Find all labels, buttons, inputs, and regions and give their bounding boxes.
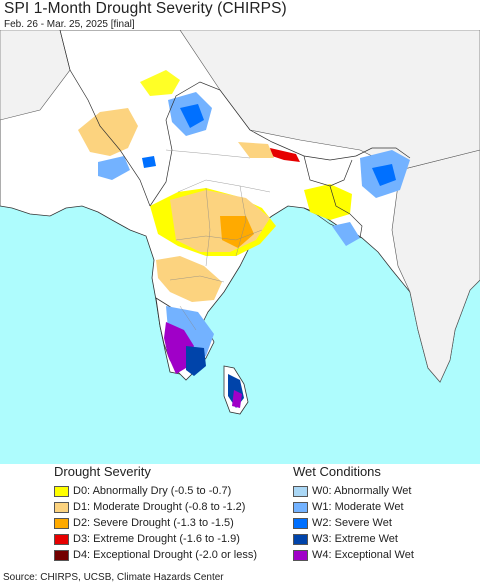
- legend-label-w4: W4: Exceptional Wet: [312, 549, 414, 561]
- swatch-w4: [293, 549, 308, 561]
- legend-item-d1: D1: Moderate Drought (-0.8 to -1.2): [54, 500, 245, 514]
- state-borders: [165, 149, 271, 331]
- legend-label-d0: D0: Abnormally Dry (-0.5 to -0.7): [73, 485, 232, 497]
- outside-west: [0, 30, 71, 121]
- legend-item-w2: W2: Severe Wet: [293, 516, 392, 530]
- swatch-d0: [54, 485, 69, 497]
- wet-legend-title: Wet Conditions: [293, 464, 381, 479]
- legend-label-w3: W3: Extreme Wet: [312, 533, 398, 545]
- d3-nepal: [270, 148, 300, 162]
- d1-deccan: [156, 256, 222, 302]
- swatch-w2: [293, 517, 308, 529]
- legend-label-d4: D4: Exceptional Drought (-2.0 or less): [73, 549, 258, 561]
- legend: Drought Severity Wet Conditions D0: Abno…: [0, 464, 480, 568]
- country-borders: [59, 30, 411, 239]
- drought-map: [0, 30, 480, 464]
- swatch-d3: [54, 533, 69, 545]
- w4-srilanka: [232, 390, 242, 408]
- legend-item-w0: W0: Abnormally Wet: [293, 484, 411, 498]
- outside-east: [391, 149, 480, 383]
- d0-pakistan: [140, 70, 180, 96]
- legend-label-w0: W0: Abnormally Wet: [312, 485, 412, 497]
- d1-nepal: [238, 142, 274, 158]
- w2-north: [180, 104, 204, 128]
- legend-label-w1: W1: Moderate Wet: [312, 501, 404, 513]
- w1-bangladesh: [332, 222, 360, 246]
- w1-northwest: [98, 156, 130, 180]
- swatch-d2: [54, 517, 69, 529]
- legend-label-d2: D2: Severe Drought (-1.3 to -1.5): [73, 517, 234, 529]
- legend-item-w1: W1: Moderate Wet: [293, 500, 404, 514]
- swatch-w1: [293, 501, 308, 513]
- legend-item-d3: D3: Extreme Drought (-1.6 to -1.9): [54, 532, 240, 546]
- drought-legend-title: Drought Severity: [54, 464, 151, 479]
- swatch-w3: [293, 533, 308, 545]
- w2-assam: [372, 164, 396, 186]
- legend-label-d3: D3: Extreme Drought (-1.6 to -1.9): [73, 533, 240, 545]
- w2-northwest: [142, 156, 156, 168]
- legend-label-d1: D1: Moderate Drought (-0.8 to -1.2): [73, 501, 246, 513]
- swatch-d4: [54, 549, 69, 561]
- map-subtitle: Feb. 26 - Mar. 25, 2025 [final]: [4, 19, 135, 30]
- swatch-d1: [54, 501, 69, 513]
- legend-item-d4: D4: Exceptional Drought (-2.0 or less): [54, 548, 257, 562]
- d0-east: [304, 184, 352, 220]
- d1-pakistan: [78, 108, 138, 156]
- legend-item-d0: D0: Abnormally Dry (-0.5 to -0.7): [54, 484, 231, 498]
- legend-item-w3: W3: Extreme Wet: [293, 532, 398, 546]
- source-credit: Source: CHIRPS, UCSB, Climate Hazards Ce…: [3, 572, 224, 583]
- d2-central: [220, 216, 254, 248]
- map-title: SPI 1-Month Drought Severity (CHIRPS): [4, 0, 287, 17]
- legend-item-d2: D2: Severe Drought (-1.3 to -1.5): [54, 516, 234, 530]
- swatch-w0: [293, 485, 308, 497]
- legend-item-w4: W4: Exceptional Wet: [293, 548, 414, 562]
- legend-label-w2: W2: Severe Wet: [312, 517, 392, 529]
- w3-south: [186, 346, 206, 376]
